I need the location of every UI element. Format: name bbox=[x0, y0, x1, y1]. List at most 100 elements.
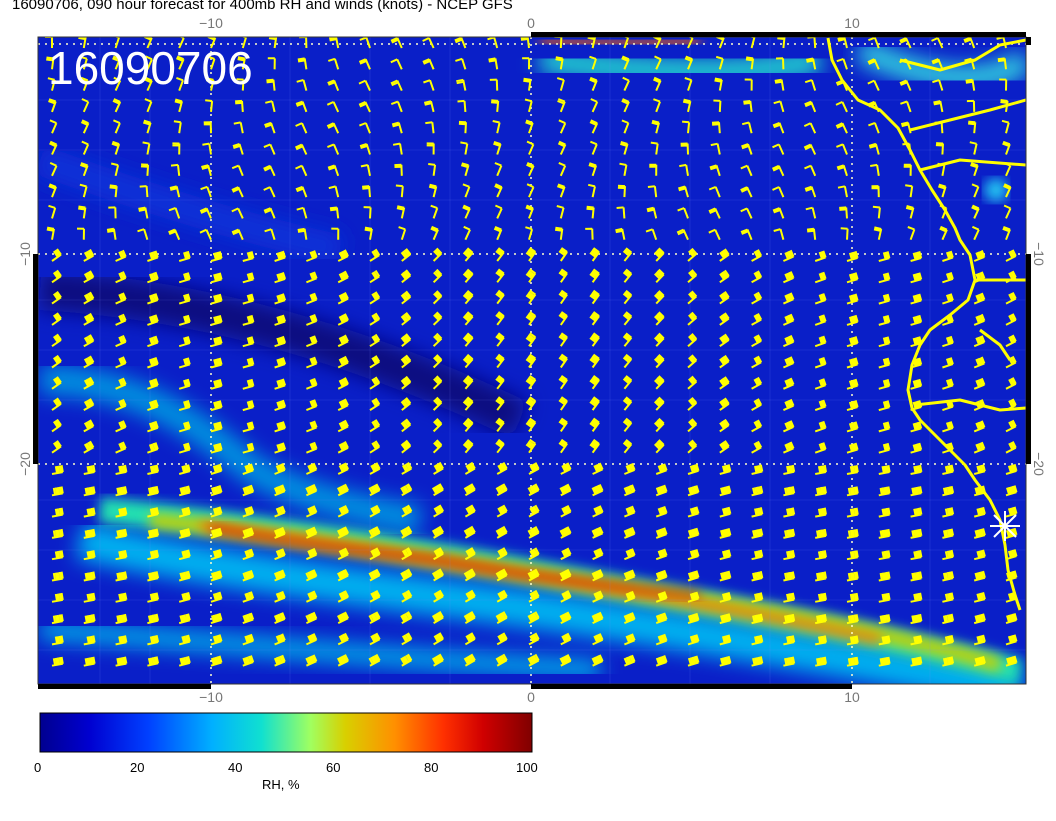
wind-barb bbox=[137, 228, 149, 240]
wind-barb bbox=[109, 184, 118, 198]
wind-barb bbox=[775, 57, 785, 70]
wind-barb bbox=[646, 206, 658, 219]
wind-barb bbox=[525, 311, 537, 326]
wind-barb bbox=[525, 353, 537, 369]
wind-barb bbox=[432, 418, 443, 433]
wind-barb bbox=[931, 37, 944, 49]
wind-barb bbox=[654, 439, 665, 454]
wind-barb bbox=[558, 119, 567, 134]
wind-barb bbox=[846, 357, 859, 369]
wind-barb bbox=[145, 55, 153, 70]
wind-barb bbox=[274, 505, 286, 518]
wind-barb bbox=[840, 227, 849, 240]
wind-barb bbox=[242, 336, 255, 348]
wind-barb bbox=[751, 656, 764, 667]
wind-barb bbox=[274, 357, 287, 369]
wind-barb bbox=[839, 206, 848, 219]
wind-barb bbox=[647, 185, 658, 198]
wind-barb bbox=[359, 122, 371, 134]
wind-barb bbox=[115, 356, 127, 369]
wind-barb bbox=[115, 398, 127, 412]
wind-barb bbox=[210, 251, 223, 262]
wind-barb bbox=[1005, 485, 1018, 497]
wind-barb bbox=[878, 251, 891, 262]
wind-barb bbox=[526, 161, 535, 177]
wind-barb bbox=[115, 292, 127, 305]
wind-barb bbox=[527, 483, 540, 497]
wind-barb bbox=[369, 333, 381, 348]
wind-barb bbox=[783, 528, 796, 539]
wind-barb bbox=[783, 571, 796, 582]
wind-barb bbox=[400, 483, 413, 497]
wind-barb bbox=[169, 185, 181, 198]
wind-barb bbox=[878, 635, 891, 646]
wind-barb bbox=[51, 269, 62, 284]
wind-barb bbox=[495, 653, 508, 667]
wind-barb bbox=[622, 76, 630, 92]
wind-barb bbox=[51, 418, 62, 433]
wind-barb bbox=[743, 100, 753, 113]
wind-barb bbox=[654, 375, 665, 390]
coastline bbox=[826, 37, 1026, 611]
wind-barb bbox=[51, 291, 62, 305]
wind-barb bbox=[684, 55, 694, 70]
wind-barb bbox=[210, 591, 223, 603]
wind-barb bbox=[432, 311, 443, 326]
wind-barb bbox=[242, 378, 255, 390]
wind-barb bbox=[168, 228, 181, 241]
wind-barb bbox=[525, 374, 537, 390]
wind-barb bbox=[337, 526, 349, 539]
wind-barb bbox=[210, 549, 223, 561]
wind-barb bbox=[273, 526, 286, 539]
wind-barb bbox=[274, 421, 287, 433]
wind-barb bbox=[326, 122, 340, 134]
wind-barb bbox=[295, 122, 308, 134]
wind-barb bbox=[942, 634, 955, 646]
wind-barb bbox=[492, 120, 501, 134]
wind-barb bbox=[488, 57, 499, 70]
wind-barb bbox=[589, 289, 600, 305]
wind-barb bbox=[210, 655, 223, 667]
wind-barb bbox=[242, 442, 255, 454]
wind-barb bbox=[621, 55, 630, 70]
wind-barb bbox=[973, 356, 986, 369]
wind-barb bbox=[433, 504, 444, 518]
wind-barb bbox=[495, 311, 505, 326]
wind-barb bbox=[814, 378, 827, 390]
wind-barb bbox=[462, 311, 474, 326]
wind-barb bbox=[973, 250, 986, 262]
wind-barb bbox=[815, 635, 827, 646]
wind-barb bbox=[178, 400, 191, 412]
wind-barb bbox=[201, 164, 212, 177]
wind-barb bbox=[305, 611, 318, 625]
wind-barb bbox=[591, 569, 604, 582]
wind-barb bbox=[51, 486, 64, 497]
rh-field bbox=[38, 37, 1026, 684]
wind-barb bbox=[751, 419, 763, 433]
wind-barb bbox=[235, 99, 244, 112]
wind-barb bbox=[942, 442, 954, 454]
wind-barb bbox=[462, 183, 471, 198]
wind-barb bbox=[878, 336, 891, 348]
colorbar-gradient bbox=[39, 712, 533, 753]
wind-barb bbox=[942, 528, 955, 539]
wind-barb bbox=[326, 100, 340, 113]
wind-barb bbox=[942, 464, 955, 475]
wind-barb bbox=[910, 421, 923, 433]
wind-barb bbox=[910, 656, 923, 667]
wind-barb bbox=[559, 568, 572, 582]
wind-barb bbox=[306, 335, 318, 348]
wind-barb bbox=[524, 98, 533, 113]
wind-barb bbox=[337, 441, 349, 454]
wind-barb bbox=[495, 332, 505, 347]
wind-barb bbox=[83, 249, 95, 262]
wind-barb bbox=[369, 590, 381, 603]
wind-barb bbox=[878, 357, 891, 369]
wind-barb bbox=[588, 162, 598, 177]
wind-barb bbox=[846, 314, 859, 326]
wind-barb bbox=[83, 291, 95, 305]
wind-barb bbox=[846, 550, 859, 561]
wind-barb bbox=[878, 465, 891, 475]
wind-barb bbox=[942, 378, 954, 390]
wind-barb bbox=[708, 228, 721, 241]
